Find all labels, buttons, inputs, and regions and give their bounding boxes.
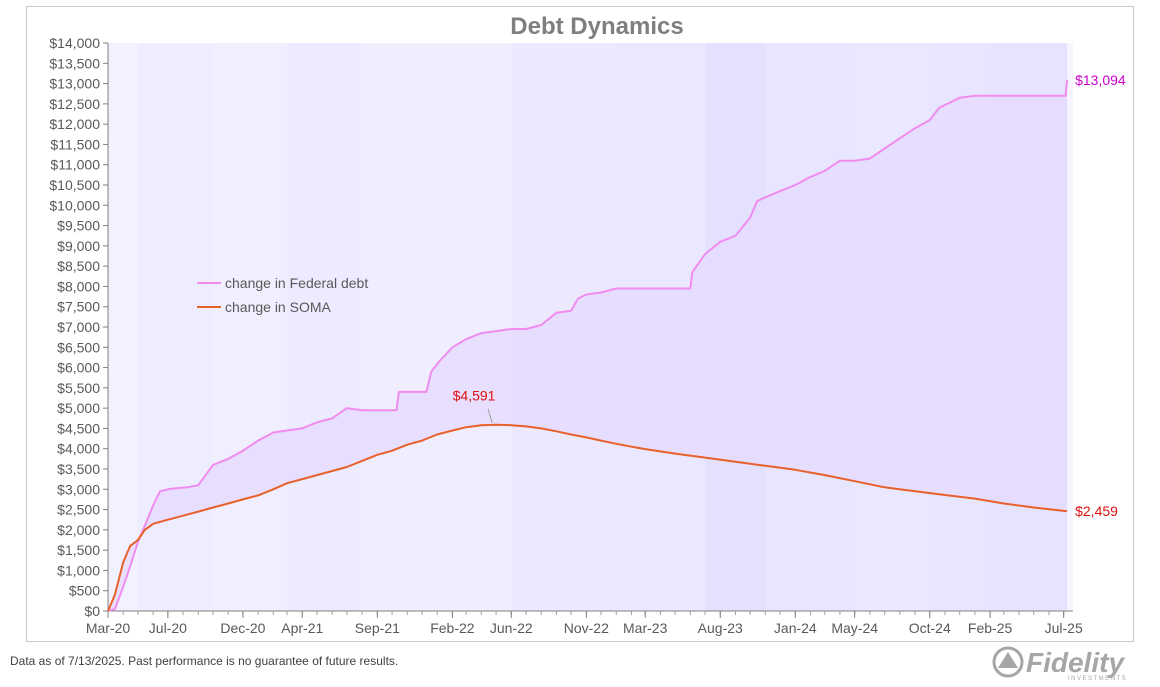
peak-soma-label: $4,591 <box>453 388 496 404</box>
y-tick-label: $12,000 <box>49 116 100 132</box>
y-tick-label: $10,500 <box>49 177 100 193</box>
y-tick-label: $500 <box>69 583 100 599</box>
x-tick-label: Jan-24 <box>774 620 817 636</box>
shading-band <box>287 43 363 611</box>
fill-between-area <box>108 79 1068 612</box>
x-axis-ticks: Mar-20 Jul-20 Dec-20 Apr-21 Sep-21 Feb-22 Jun-… <box>86 611 1083 636</box>
annotations: $4,591 $13,094 $2,459 <box>453 72 1126 519</box>
legend: change in Federal debt change in SOMA <box>197 275 368 315</box>
x-tick-label: Mar-20 <box>86 620 131 636</box>
federal-debt-line <box>107 79 1069 612</box>
y-tick-label: $8,000 <box>57 278 100 294</box>
y-tick-label: $13,000 <box>49 76 100 92</box>
logo-text: Fidelity <box>1026 647 1125 678</box>
chart-frame: Debt Dynamics Daily data. Source: FMRCo,… <box>26 6 1134 642</box>
x-tick-label: Jun-22 <box>490 620 533 636</box>
y-tick-label: $5,000 <box>57 400 100 416</box>
x-tick-label: May-24 <box>831 620 878 636</box>
x-tick-label: Jul-20 <box>149 620 187 636</box>
y-tick-label: $9,000 <box>57 238 100 254</box>
y-tick-label: $2,000 <box>57 522 100 538</box>
x-tick-label: Sep-21 <box>355 620 400 636</box>
y-tick-label: $9,500 <box>57 218 100 234</box>
x-tick-label: Jul-25 <box>1045 620 1083 636</box>
shading-band <box>212 43 288 611</box>
legend-label: change in Federal debt <box>225 275 368 291</box>
debt-soma-gap-fill <box>108 79 1068 612</box>
x-tick-label: Dec-20 <box>220 620 265 636</box>
y-tick-label: $11,000 <box>50 157 100 173</box>
y-tick-label: $7,500 <box>57 299 100 315</box>
y-tick-label: $8,500 <box>57 258 100 274</box>
latest-debt-label: $13,094 <box>1075 72 1126 88</box>
y-tick-label: $1,500 <box>57 542 100 558</box>
series-lines <box>107 79 1069 612</box>
y-tick-label: $6,500 <box>57 339 100 355</box>
y-tick-label: $12,500 <box>49 96 100 112</box>
logo-subtext: INVESTMENTS <box>1068 676 1127 682</box>
latest-soma-label: $2,459 <box>1075 503 1118 519</box>
y-tick-label: $3,000 <box>57 481 100 497</box>
soma-line <box>107 423 1068 612</box>
x-tick-label: Apr-21 <box>281 620 323 636</box>
fidelity-logo: Fidelity INVESTMENTS <box>992 646 1127 682</box>
chart-title: Debt Dynamics <box>510 13 683 40</box>
y-tick-label: $13,500 <box>49 55 100 71</box>
y-tick-label: $5,500 <box>57 380 100 396</box>
y-axis-ticks: $0 $500 $1,000 $1,500 $2,000 $2,500 $3,000 $3,5… <box>49 35 108 619</box>
peak-leader-line <box>487 408 493 423</box>
shading-band <box>362 43 438 611</box>
y-tick-label: $4,500 <box>57 420 100 436</box>
x-tick-label: Aug-23 <box>698 620 743 636</box>
x-tick-label: Oct-24 <box>909 620 951 636</box>
legend-label: change in SOMA <box>225 299 331 315</box>
y-tick-label: $4,000 <box>57 441 100 457</box>
shading-band <box>437 43 512 611</box>
footnote: Data as of 7/13/2025. Past performance i… <box>10 654 399 668</box>
x-tick-label: Feb-25 <box>968 620 1013 636</box>
y-tick-label: $11,500 <box>50 136 100 152</box>
y-tick-label: $10,000 <box>49 197 100 213</box>
y-tick-label: $0 <box>84 603 100 619</box>
x-tick-label: Mar-23 <box>623 620 668 636</box>
y-tick-label: $14,000 <box>49 35 100 51</box>
y-tick-label: $3,500 <box>57 461 100 477</box>
x-tick-label: Feb-22 <box>430 620 475 636</box>
y-tick-label: $6,000 <box>57 360 100 376</box>
x-tick-label: Nov-22 <box>564 620 609 636</box>
shading-band <box>108 43 138 611</box>
debt-dynamics-chart: Debt Dynamics Daily data. Source: FMRCo,… <box>49 13 1126 636</box>
y-tick-label: $2,500 <box>57 502 100 518</box>
y-tick-label: $7,000 <box>57 319 100 335</box>
y-tick-label: $1,000 <box>57 562 100 578</box>
